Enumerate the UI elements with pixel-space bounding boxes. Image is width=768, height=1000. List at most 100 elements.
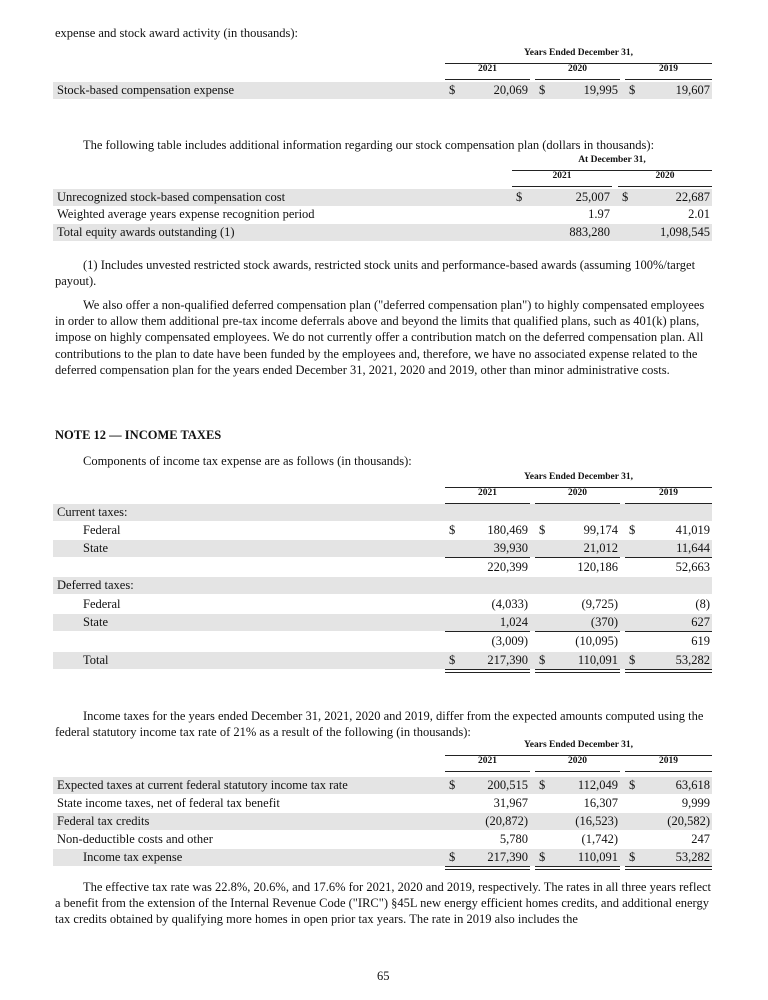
table-cell: 1,098,545 <box>618 225 710 242</box>
table-cell: $180,469 <box>445 523 528 540</box>
table-cell: (4,033) <box>445 597 528 614</box>
currency-symbol: $ <box>539 523 546 537</box>
row-shading <box>53 504 712 521</box>
row-label: State income taxes, net of federal tax b… <box>57 796 280 810</box>
deferred-comp-paragraph: We also offer a non-qualified deferred c… <box>55 298 705 377</box>
table-cell: $63,618 <box>625 778 710 795</box>
table-cell: (20,872) <box>445 814 528 831</box>
table-cell: 21,012 <box>535 541 618 558</box>
table-cell: (370) <box>535 615 618 632</box>
header-rule <box>445 755 712 756</box>
row-label: Federal <box>83 523 121 537</box>
table-cell: $41,019 <box>625 523 710 540</box>
row-label: State <box>83 615 108 629</box>
currency-symbol: $ <box>449 778 456 792</box>
cell-value: 1,098,545 <box>660 225 710 239</box>
effective-rate-paragraph: The effective tax rate was 22.8%, 20.6%,… <box>55 880 712 927</box>
currency-symbol: $ <box>449 83 456 97</box>
year-header: 2021 <box>478 64 497 74</box>
cell-value: (1,742) <box>581 832 618 846</box>
row-label: Weighted average years expense recogniti… <box>57 207 315 221</box>
row-shading <box>53 849 712 866</box>
year-rule <box>445 503 530 504</box>
cell-value: 19,607 <box>675 83 710 97</box>
table-cell: 16,307 <box>535 796 618 813</box>
cell-value: (8) <box>695 597 710 611</box>
table-cell: $110,091 <box>535 653 618 670</box>
cell-value: 9,999 <box>681 796 710 810</box>
row-label: Deferred taxes: <box>57 578 134 592</box>
footnote: (1) Includes unvested restricted stock a… <box>55 258 696 289</box>
cell-value: 110,091 <box>577 850 618 864</box>
cell-value: 5,780 <box>499 832 528 846</box>
subtotal-rule <box>535 557 620 558</box>
cell-value: 110,091 <box>577 653 618 667</box>
table-cell: $53,282 <box>625 653 710 670</box>
year-rule <box>445 79 530 80</box>
year-rule <box>535 771 620 772</box>
row-shading <box>53 652 712 669</box>
table-cell: 247 <box>625 832 710 849</box>
year-header: 2020 <box>568 488 587 498</box>
currency-symbol: $ <box>516 190 523 204</box>
total-double-rule <box>535 669 620 673</box>
cell-value: 180,469 <box>487 523 528 537</box>
year-rule <box>512 186 612 187</box>
table-cell: (8) <box>625 597 710 614</box>
row-label: Expected taxes at current federal statut… <box>57 778 348 792</box>
table-cell: 220,399 <box>445 560 528 577</box>
cell-value: (20,872) <box>485 814 528 828</box>
table-cell: (1,742) <box>535 832 618 849</box>
table-cell: (9,725) <box>535 597 618 614</box>
year-rule <box>625 503 712 504</box>
header-rule <box>445 487 712 488</box>
table1-group-header: Years Ended December 31, <box>523 48 634 58</box>
table-cell: 1.97 <box>512 207 610 224</box>
total-double-rule <box>445 866 530 870</box>
subtotal-rule <box>625 557 712 558</box>
row-shading <box>53 813 712 830</box>
total-double-rule <box>445 669 530 673</box>
subtotal-rule <box>445 631 530 632</box>
year-header: 2021 <box>478 488 497 498</box>
row-label: Income tax expense <box>83 850 183 864</box>
table4-group-header: Years Ended December 31, <box>523 740 634 750</box>
cell-value: 53,282 <box>675 850 710 864</box>
cell-value: (16,523) <box>575 814 618 828</box>
year-header: 2019 <box>659 488 678 498</box>
year-header: 2020 <box>568 64 587 74</box>
table2-intro: The following table includes additional … <box>83 138 655 152</box>
table-cell: $112,049 <box>535 778 618 795</box>
cell-value: 883,280 <box>569 225 610 239</box>
row-shading <box>53 577 712 594</box>
page-number: 65 <box>377 969 390 983</box>
total-double-rule <box>535 866 620 870</box>
row-label: Stock-based compensation expense <box>57 83 235 97</box>
table-cell: 619 <box>625 634 710 651</box>
note-heading: NOTE 12 — INCOME TAXES <box>55 428 222 442</box>
cell-value: (10,095) <box>575 634 618 648</box>
cell-value: 16,307 <box>583 796 618 810</box>
row-shading <box>53 224 712 241</box>
currency-symbol: $ <box>539 850 546 864</box>
table-cell: $99,174 <box>535 523 618 540</box>
cell-value: 1,024 <box>499 615 528 629</box>
cell-value: 217,390 <box>487 850 528 864</box>
table-cell: 11,644 <box>625 541 710 558</box>
table-cell: 2.01 <box>618 207 710 224</box>
table-cell: (20,582) <box>625 814 710 831</box>
subtotal-rule <box>625 631 712 632</box>
header-rule <box>445 63 712 64</box>
table-cell: $53,282 <box>625 850 710 867</box>
table-cell: 627 <box>625 615 710 632</box>
table-cell: (3,009) <box>445 634 528 651</box>
table4-intro: Income taxes for the years ended Decembe… <box>55 709 704 740</box>
table-cell: $19,995 <box>535 83 618 100</box>
year-rule <box>618 186 712 187</box>
table-cell: $200,515 <box>445 778 528 795</box>
table-cell: $19,607 <box>625 83 710 100</box>
year-header: 2021 <box>552 171 572 181</box>
currency-symbol: $ <box>622 190 629 204</box>
year-header: 2021 <box>478 756 497 766</box>
